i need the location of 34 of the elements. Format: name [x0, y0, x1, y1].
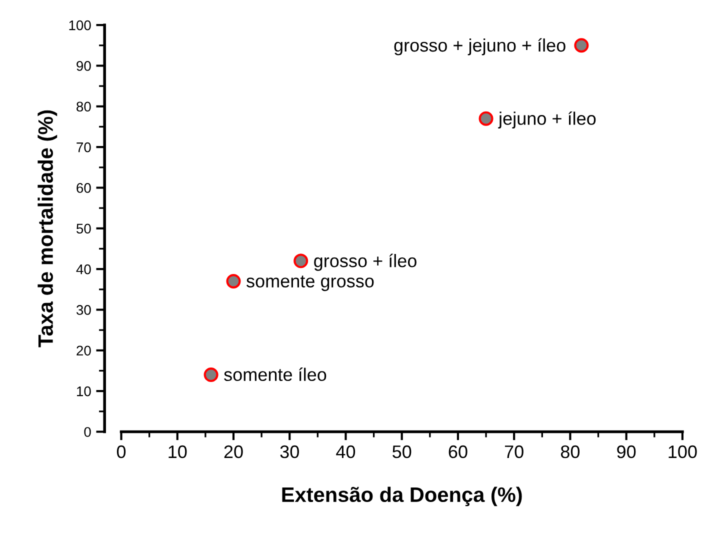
point [478, 111, 494, 126]
x-tick-label: 20 [224, 445, 243, 458]
y-tick-label: 0 [84, 427, 91, 437]
x-tick-label: 80 [560, 445, 580, 458]
annotation: somente grosso [246, 276, 374, 292]
x-tick-label: 10 [168, 445, 187, 458]
y-tick-label: 100 [69, 20, 91, 30]
x-tick-label: 70 [504, 445, 524, 458]
y-tick-label: 50 [76, 224, 91, 234]
x-tick-label: 40 [336, 445, 356, 458]
x-tick-label: 60 [448, 445, 468, 458]
x-tick-label: 0 [116, 445, 126, 458]
y-tick-label: 80 [76, 102, 91, 112]
annotation: somente íleo [224, 368, 326, 382]
x-axis-title: Extensão da Doença (%) [282, 486, 522, 506]
point [204, 368, 218, 382]
x-tick-label: 30 [280, 445, 299, 458]
y-axis-title: Taxa de mortalidade (%) [38, 110, 58, 348]
y-tick-label: 70 [76, 142, 91, 152]
x-tick-label: 50 [392, 445, 412, 458]
x-tick-label: 100 [668, 445, 697, 458]
y-tick-label: 20 [76, 346, 91, 356]
annotation: grosso + íleo [314, 254, 416, 271]
point [294, 254, 308, 268]
point [226, 274, 241, 289]
annotation: jejuno + íleo [498, 111, 596, 128]
x-tick-label: 90 [617, 445, 636, 458]
y-tick-label: 90 [76, 61, 91, 71]
y-tick-label: 10 [77, 386, 91, 396]
y-tick-label: 60 [76, 183, 91, 193]
y-tick-label: 30 [76, 305, 91, 315]
y-tick-label: 40 [76, 264, 91, 274]
annotation: grosso + jejuno + íleo [394, 38, 566, 56]
point [574, 38, 589, 53]
